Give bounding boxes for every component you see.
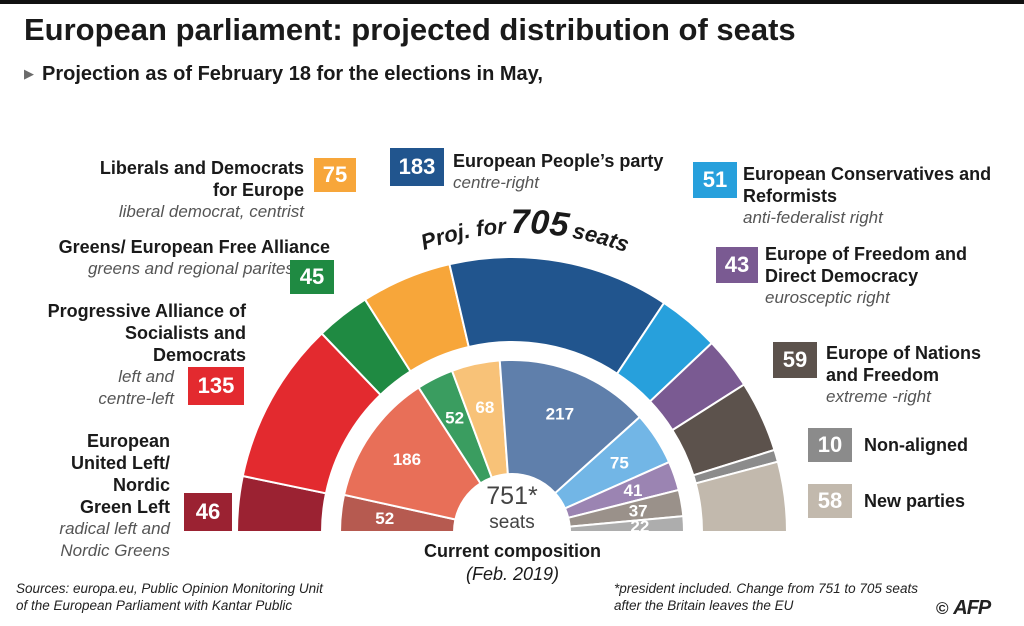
- label-epp: European People’s party centre-right: [453, 150, 663, 194]
- party-desc: greens and regional parites: [87, 259, 294, 278]
- source-line: of the European Parliament with Kantar P…: [16, 598, 293, 613]
- current-value-label: 37: [629, 501, 648, 520]
- party-name: and Freedom: [826, 365, 940, 385]
- arc-title: Proj. for 705 seats: [417, 203, 632, 257]
- label-gue: European United Left/ Nordic Green Left …: [59, 430, 170, 562]
- badge-alde: 75: [314, 158, 356, 192]
- current-title: Current composition: [423, 541, 601, 561]
- source-note: Sources: europa.eu, Public Opinion Monit…: [16, 580, 323, 614]
- current-value-label: 68: [475, 398, 494, 417]
- party-name: European People’s party: [453, 151, 664, 171]
- party-desc: eurosceptic right: [765, 288, 890, 307]
- current-date: (Feb. 2019): [465, 564, 560, 584]
- afp-logo: © AFP: [936, 597, 991, 620]
- segment-hemicycle-inner-8: [568, 515, 686, 533]
- arc-title-prefix: Proj. for: [417, 213, 508, 255]
- party-name: Green Left: [79, 497, 170, 517]
- party-name: Nordic: [112, 475, 170, 495]
- source-line: Sources: europa.eu, Public Opinion Monit…: [16, 581, 323, 596]
- badge-greens: 45: [290, 260, 334, 294]
- label-efdd: Europe of Freedom and Direct Democracy e…: [765, 243, 967, 309]
- party-desc: centre-right: [453, 173, 539, 192]
- segment-hemicycle-inner-4: [498, 359, 642, 495]
- center-unit: seats: [489, 512, 535, 533]
- label-enf: Europe of Nations and Freedom extreme -r…: [826, 342, 981, 408]
- projected-ring: [235, 256, 789, 533]
- chart-subtitle: ▶ Projection as of February 18 for the el…: [24, 63, 543, 86]
- subtitle-text: Projection as of February 18 for the ele…: [42, 63, 543, 85]
- badge-ni: 10: [808, 428, 852, 462]
- label-new: New parties: [864, 490, 965, 512]
- party-name: Reformists: [743, 186, 838, 206]
- footnote-line: *president included. Change from 751 to …: [614, 581, 918, 596]
- party-name: Democrats: [152, 345, 246, 365]
- badge-gue: 46: [184, 493, 232, 531]
- top-rule: [0, 0, 1024, 4]
- party-desc: anti-federalist right: [743, 208, 883, 227]
- footnote-line: after the Britain leaves the EU: [614, 598, 794, 613]
- label-ecr: European Conservatives and Reformists an…: [743, 163, 991, 229]
- party-name: for Europe: [212, 180, 304, 200]
- current-value-label: 75: [610, 453, 629, 472]
- badge-enf: 59: [773, 342, 817, 378]
- party-desc: extreme -right: [826, 387, 931, 406]
- current-value-label: 22: [630, 517, 649, 536]
- segment-hemicycle-inner-1: [342, 386, 482, 521]
- party-name: European: [86, 431, 170, 451]
- arc-title-number: 705: [511, 203, 573, 245]
- party-name: Europe of Freedom and: [765, 244, 968, 264]
- party-desc: liberal democrat, centrist: [118, 202, 304, 221]
- party-desc: Nordic Greens: [60, 541, 170, 560]
- copyright-symbol: ©: [936, 599, 949, 618]
- play-arrow-icon: ▶: [24, 66, 34, 81]
- current-value-label: 217: [546, 404, 574, 423]
- current-value-label: 186: [393, 450, 421, 469]
- label-sd: Progressive Alliance of Socialists and D…: [48, 300, 246, 410]
- current-value-label: 41: [624, 481, 643, 500]
- party-desc: centre-left: [98, 389, 174, 408]
- current-value-label: 52: [375, 509, 394, 528]
- badge-epp: 183: [390, 148, 444, 186]
- party-name: Europe of Nations: [826, 343, 982, 363]
- party-name: Non-aligned: [864, 435, 968, 455]
- chart-title: European parliament: projected distribut…: [24, 12, 796, 47]
- party-name: Greens/ European Free Alliance: [58, 237, 330, 257]
- label-alde: Liberals and Democrats for Europe libera…: [100, 157, 304, 223]
- party-name: Socialists and: [124, 323, 246, 343]
- party-name: United Left/: [71, 453, 170, 473]
- party-name: Liberals and Democrats: [99, 158, 304, 178]
- label-greens: Greens/ European Free Alliance greens an…: [59, 236, 330, 280]
- party-name: European Conservatives and: [743, 164, 992, 184]
- party-desc: radical left and: [59, 519, 170, 538]
- current-value-label: 52: [445, 409, 464, 428]
- center-total: 751*: [486, 482, 538, 510]
- footnote: *president included. Change from 751 to …: [614, 580, 918, 614]
- badge-ecr: 51: [693, 162, 737, 198]
- badge-new: 58: [808, 484, 852, 518]
- arc-title-suffix: seats: [571, 218, 633, 257]
- party-name: Progressive Alliance of: [47, 301, 246, 321]
- label-ni: Non-aligned: [864, 434, 968, 456]
- party-name: New parties: [864, 491, 966, 511]
- afp-brand: AFP: [953, 597, 991, 619]
- badge-efdd: 43: [716, 247, 758, 283]
- party-desc: left and: [118, 367, 174, 386]
- party-name: Direct Democracy: [765, 266, 919, 286]
- badge-sd: 135: [188, 367, 244, 405]
- current-ring: [338, 359, 686, 533]
